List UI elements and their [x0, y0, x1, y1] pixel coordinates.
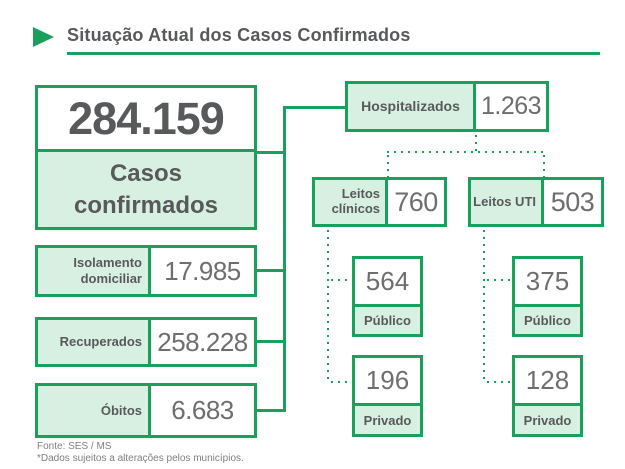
clinical-public-box: 564 Público — [352, 256, 423, 337]
icu-public-box: 375 Público — [512, 256, 583, 337]
dotted-to-clinical-beds — [387, 155, 389, 177]
connector-to-hospitalized — [285, 106, 345, 109]
clinical-public-label: Público — [355, 304, 420, 334]
dotted-to-icu-public — [487, 279, 512, 281]
stat-label-recuperados: Recuperados — [38, 320, 151, 364]
dotted-to-clinical-public — [331, 279, 352, 281]
hospitalized-value: 1.263 — [480, 92, 542, 120]
icu-private-box: 128 Privado — [512, 355, 583, 437]
connector-to-obitos — [256, 409, 284, 412]
icu-beds-value: 503 — [550, 186, 595, 217]
dotted-clinical-trunk — [327, 230, 329, 383]
hospitalized-box: Hospitalizados 1.263 — [345, 81, 549, 132]
connector-to-isolamento — [256, 269, 284, 272]
icu-public-label: Público — [515, 304, 580, 334]
connector-from-confirmed — [256, 151, 284, 154]
icu-beds-box: Leitos UTI 503 — [468, 177, 604, 227]
icu-public-value: 375 — [515, 259, 580, 304]
confirmed-total-label: Casos confirmados — [38, 149, 254, 227]
dotted-to-icu-beds — [543, 155, 545, 177]
clinical-beds-box: Leitos clínicos 760 — [312, 177, 447, 227]
confirmed-total-box: 284.159 Casos confirmados — [35, 85, 257, 230]
clinical-beds-value: 760 — [394, 186, 438, 217]
confirmed-total-value: 284.159 — [38, 88, 254, 149]
connector-trunk-vertical — [283, 106, 286, 412]
dotted-beds-branch — [387, 151, 546, 153]
footer-note: *Dados sujeitos a alterações pelos munic… — [37, 453, 244, 464]
dotted-to-clinical-private — [331, 381, 352, 383]
clinical-beds-label: Leitos clínicos — [315, 180, 388, 224]
stat-box-recuperados: Recuperados 258.228 — [35, 317, 257, 367]
clinical-private-value: 196 — [355, 358, 420, 403]
dotted-icu-trunk — [483, 230, 485, 383]
footer-source: Fonte: SES / MS — [37, 441, 112, 452]
dotted-hospitalized-drop — [475, 135, 477, 151]
icu-private-value: 128 — [515, 358, 580, 403]
title-underline — [67, 52, 600, 55]
stat-box-isolamento: Isolamento domiciliar 17.985 — [35, 245, 257, 297]
clinical-public-value: 564 — [355, 259, 420, 304]
icu-beds-label: Leitos UTI — [471, 180, 544, 224]
connector-to-recuperados — [256, 340, 284, 343]
page-title: Situação Atual dos Casos Confirmados — [67, 25, 411, 45]
stat-value-recuperados: 258.228 — [157, 326, 248, 357]
stat-value-obitos: 6.683 — [171, 395, 234, 425]
stat-value-isolamento: 17.985 — [164, 255, 241, 286]
dotted-to-icu-private — [487, 381, 512, 383]
stat-label-obitos: Óbitos — [38, 386, 151, 435]
clinical-private-box: 196 Privado — [352, 355, 423, 437]
hospitalized-label: Hospitalizados — [348, 84, 476, 129]
clinical-private-label: Privado — [355, 403, 420, 434]
stat-label-isolamento: Isolamento domiciliar — [38, 248, 151, 294]
icu-private-label: Privado — [515, 403, 580, 434]
stat-box-obitos: Óbitos 6.683 — [35, 383, 257, 438]
section-marker-icon — [33, 27, 54, 47]
